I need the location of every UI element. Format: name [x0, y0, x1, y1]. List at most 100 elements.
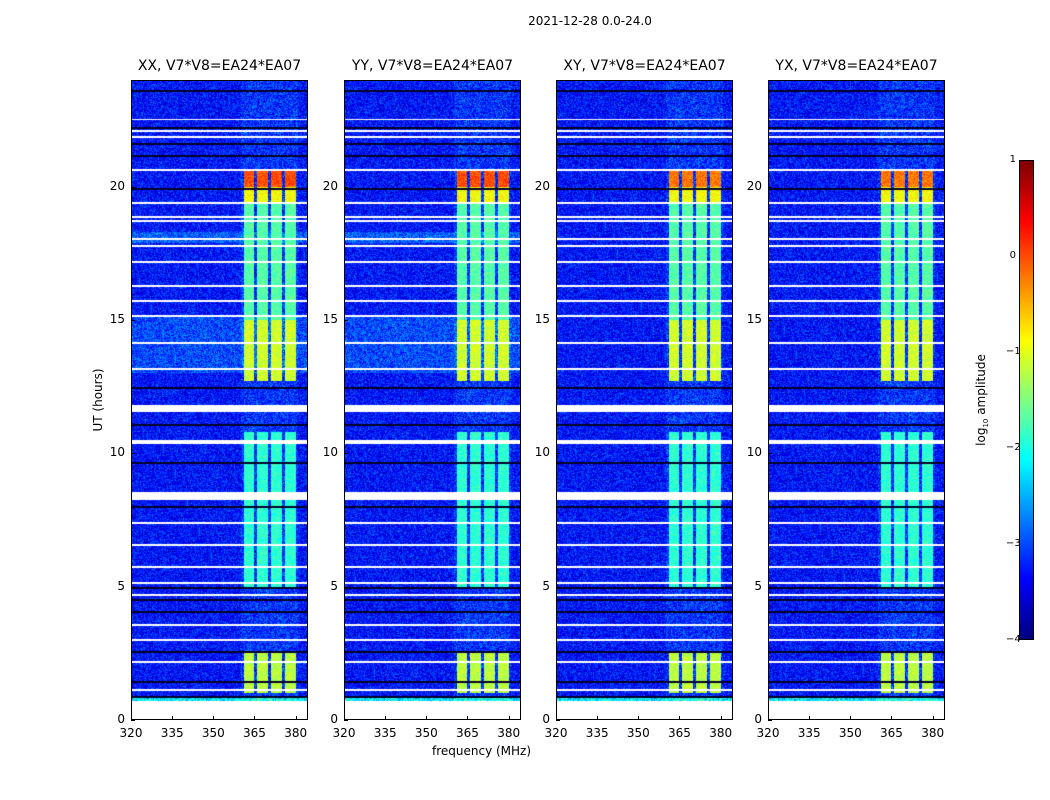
waterfall-panel-4: YX, V7*V8=EA24*EA07 320 335 350 365 380 0 5 10 15… [747, 58, 945, 740]
y-tick [344, 453, 348, 455]
axes-frame [768, 80, 945, 720]
y-tick [768, 320, 772, 321]
x-tick [679, 716, 681, 720]
x-tick [131, 716, 132, 720]
colorbar-tick-label: −2 [1006, 442, 1021, 453]
x-axis-label: frequency (MHz) [432, 744, 532, 758]
y-tick-label: 15 [109, 312, 125, 326]
y-tick-label: 10 [322, 445, 338, 460]
waterfall-panel-3: XY, V7*V8=EA24*EA07 320 335 350 365 380 0 5 10 15… [535, 58, 733, 740]
y-tick-label: 20 [322, 178, 338, 193]
x-tick-label: 350 [201, 726, 225, 740]
x-tick-label: 320 [544, 726, 568, 740]
y-tick-label: 15 [746, 312, 762, 326]
y-tick [344, 586, 348, 588]
x-tick-label: 365 [668, 726, 691, 740]
y-tick [344, 320, 348, 321]
panel-title: YX, V7*V8=EA24*EA07 [775, 58, 938, 74]
x-tick-label: 335 [797, 726, 821, 740]
x-tick [597, 716, 599, 720]
x-tick-label: 380 [921, 726, 945, 740]
y-tick-label: 15 [534, 312, 550, 326]
y-tick-label: 10 [746, 445, 762, 460]
x-tick-label: 335 [373, 726, 397, 740]
x-tick [213, 716, 215, 720]
x-tick-label: 320 [119, 726, 143, 740]
x-tick [344, 716, 345, 720]
axes-frame [556, 80, 733, 720]
x-tick [254, 716, 256, 720]
x-tick [295, 716, 297, 720]
y-tick [344, 186, 348, 188]
x-tick [508, 716, 510, 720]
panel-title: YY, V7*V8=EA24*EA07 [351, 58, 514, 74]
waterfall-panel-2: YY, V7*V8=EA24*EA07 320 335 350 365 380 0 5 10 15… [323, 58, 521, 740]
x-tick-label: 380 [497, 726, 521, 740]
y-tick-label: 0 [542, 712, 550, 726]
x-tick-label: 365 [456, 726, 479, 740]
heatmap-image [768, 80, 945, 720]
y-tick [768, 586, 772, 588]
x-tick [426, 716, 428, 720]
x-tick-label: 320 [756, 726, 780, 740]
x-tick [556, 716, 557, 720]
figure-title: 2021-12-28 0.0-24.0 [528, 14, 652, 28]
y-tick [768, 186, 772, 188]
y-tick-label: 5 [117, 578, 125, 593]
colorbar-tick-label: −1 [1006, 346, 1021, 357]
panel-title: XX, V7*V8=EA24*EA07 [137, 58, 302, 74]
x-tick [768, 716, 769, 720]
axes-frame [131, 80, 308, 720]
x-tick [638, 716, 640, 720]
y-tick [131, 453, 135, 455]
y-tick-label: 20 [534, 178, 550, 193]
x-tick-label: 365 [243, 726, 266, 740]
y-tick [344, 720, 348, 721]
x-tick-label: 335 [585, 726, 609, 740]
x-tick-label: 320 [332, 726, 356, 740]
x-tick-label: 350 [626, 726, 650, 740]
heatmap-image [131, 80, 308, 720]
y-tick [131, 720, 135, 721]
y-tick-label: 0 [754, 712, 762, 726]
x-tick-label: 365 [880, 726, 903, 740]
colorbar-tick-label: −4 [1006, 634, 1021, 645]
y-tick-label: 15 [322, 312, 338, 326]
y-tick [556, 186, 560, 188]
y-tick [768, 720, 772, 721]
y-tick-label: 5 [330, 578, 338, 593]
y-tick-label: 20 [746, 178, 762, 193]
y-tick-label: 10 [534, 445, 550, 460]
x-tick-label: 380 [284, 726, 308, 740]
y-tick [131, 186, 135, 188]
colorbar [1019, 160, 1034, 640]
y-tick-label: 10 [109, 445, 125, 460]
x-tick [809, 716, 811, 720]
y-tick-label: 0 [117, 712, 125, 726]
y-tick-label: 20 [109, 178, 125, 193]
x-tick [850, 716, 852, 720]
x-tick-label: 380 [709, 726, 733, 740]
colorbar-tick-label: −3 [1006, 538, 1021, 549]
y-tick [131, 320, 135, 321]
colorbar-tick-label: 1 [1009, 154, 1016, 165]
panel-title: XY, V7*V8=EA24*EA07 [563, 58, 726, 74]
y-tick-label: 5 [754, 578, 762, 593]
x-tick [385, 716, 387, 720]
heatmap-image [344, 80, 521, 720]
y-tick-label: 5 [542, 578, 550, 593]
x-tick [891, 716, 893, 720]
x-tick [932, 716, 934, 720]
x-tick [172, 716, 174, 720]
x-tick-label: 335 [160, 726, 184, 740]
axes-frame [344, 80, 521, 720]
y-tick [131, 586, 135, 588]
y-tick-label: 0 [330, 712, 338, 726]
x-tick [720, 716, 722, 720]
x-tick-label: 350 [414, 726, 438, 740]
y-tick [768, 453, 772, 455]
y-axis-label: UT (hours) [91, 368, 105, 432]
y-tick [556, 586, 560, 588]
colorbar-tick-label: 0 [1009, 250, 1016, 261]
